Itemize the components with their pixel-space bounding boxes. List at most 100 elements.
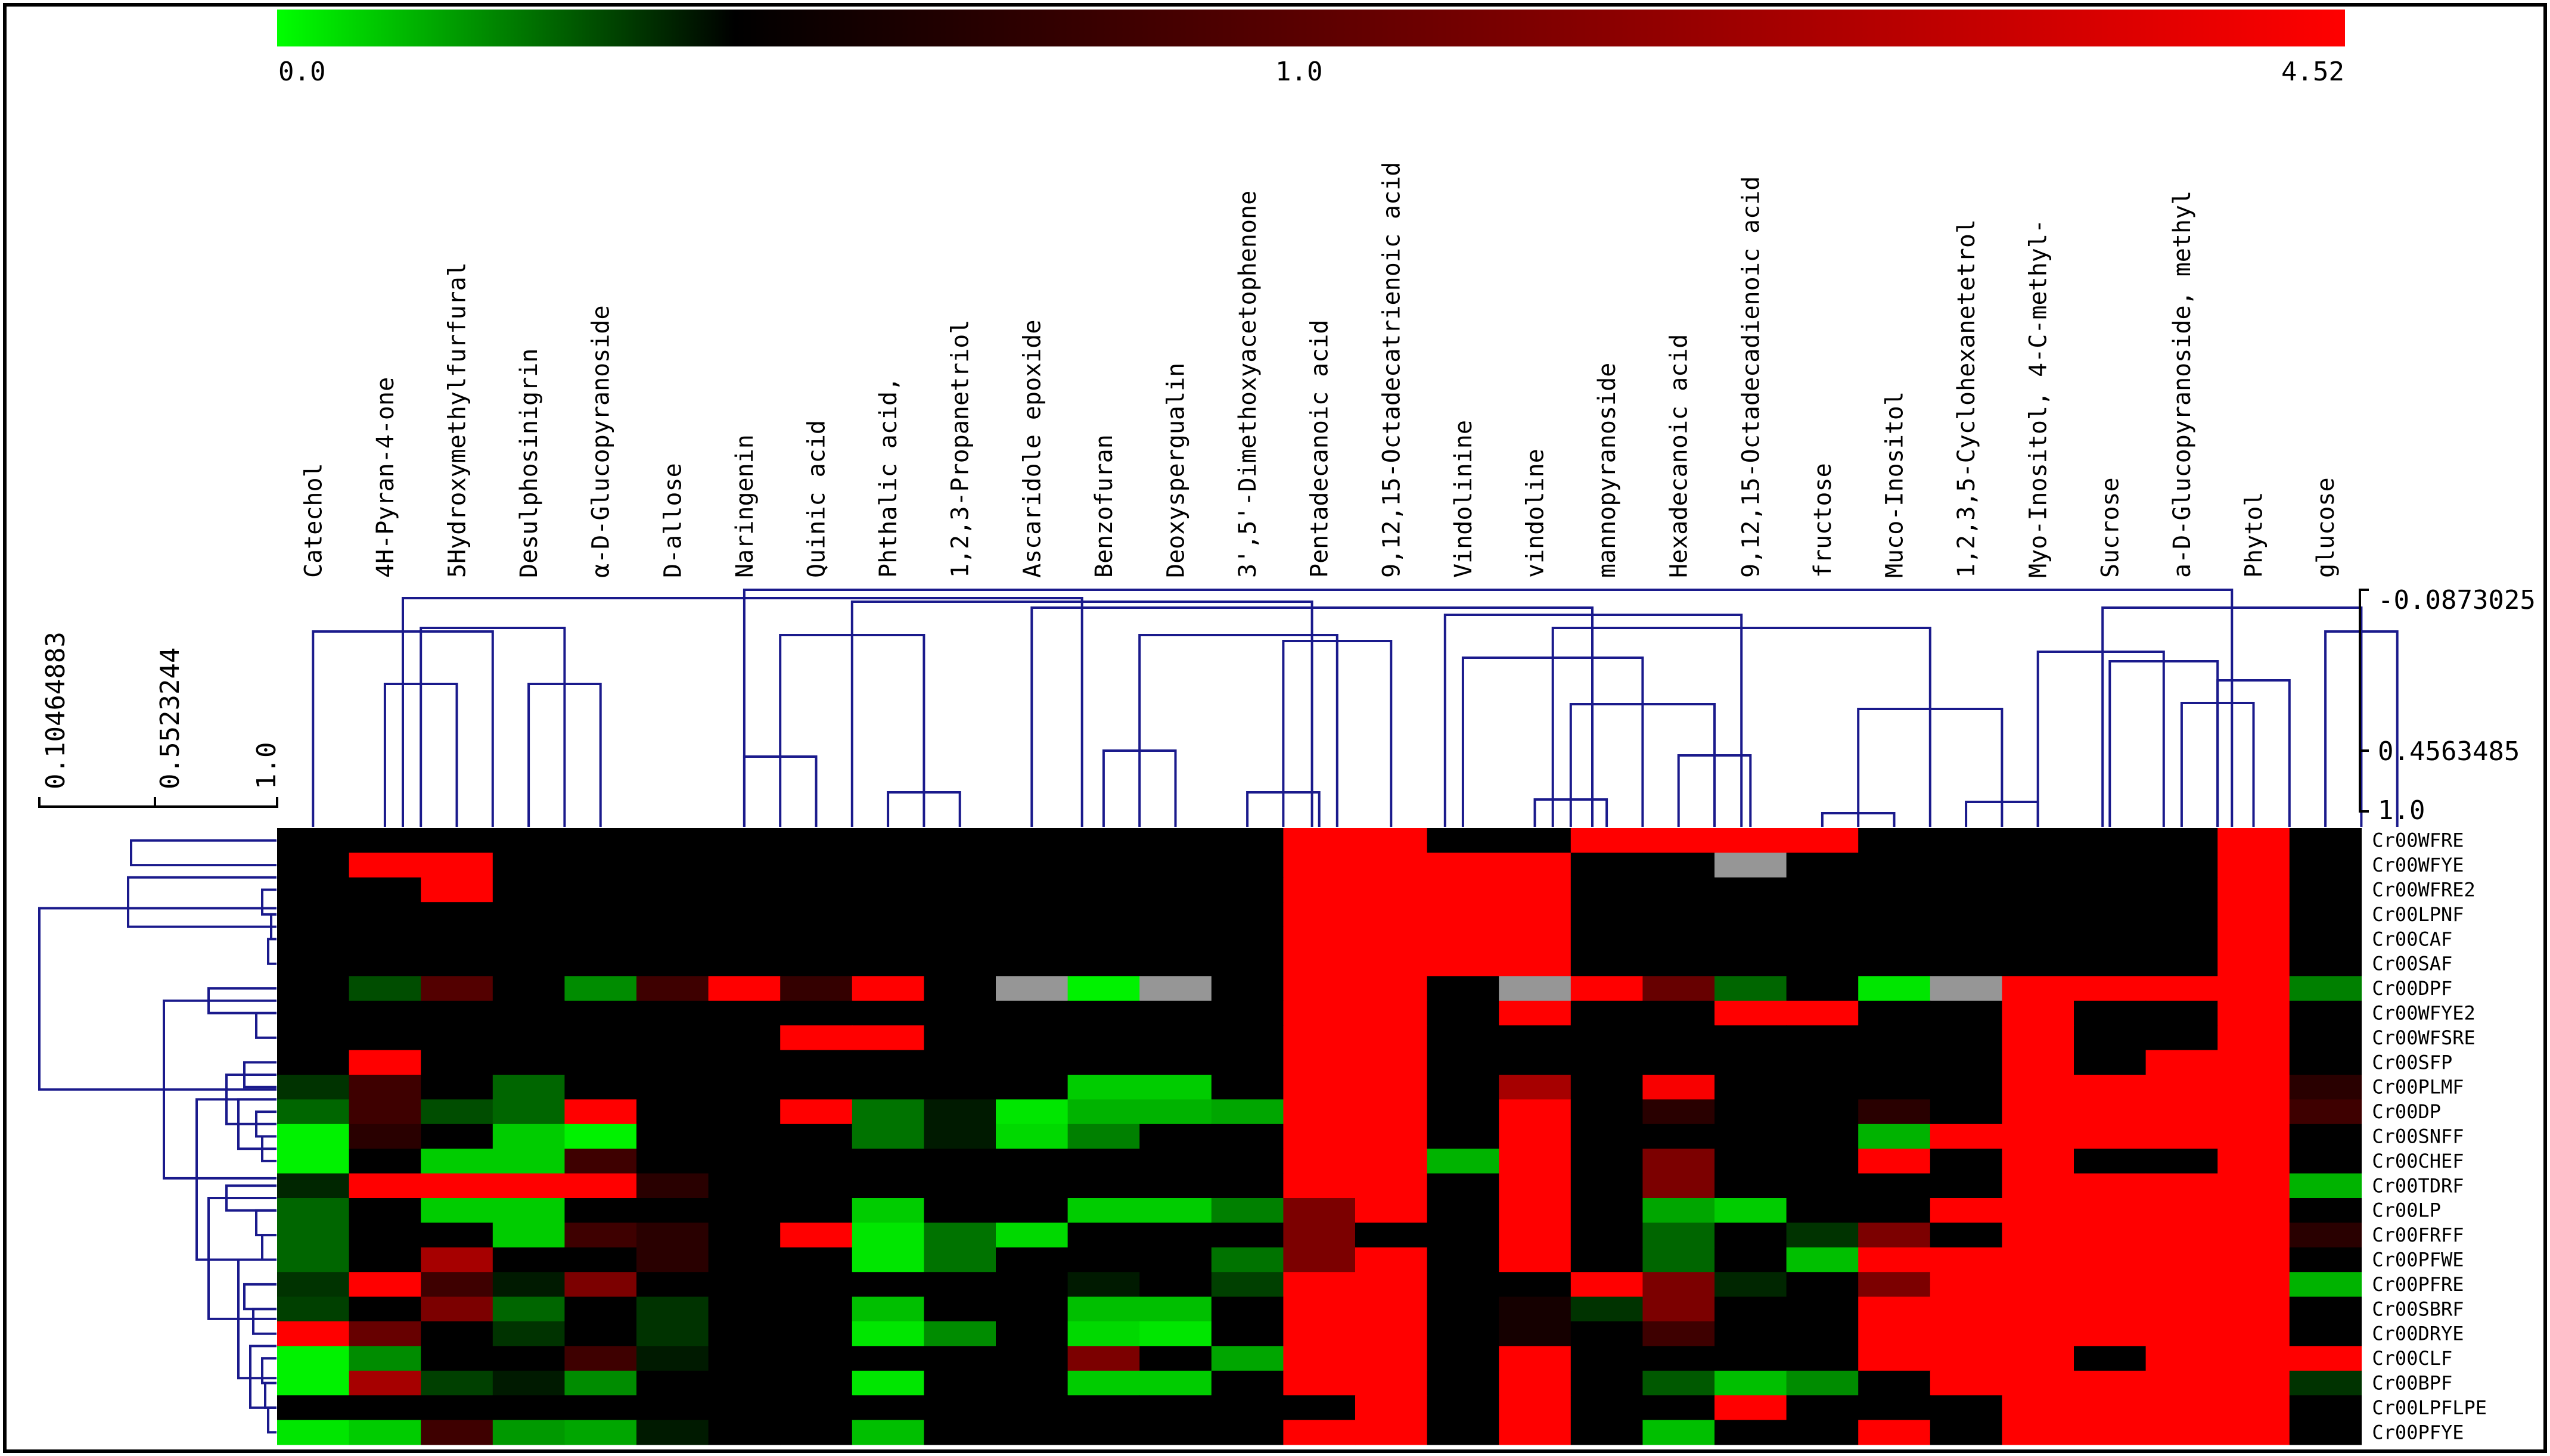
heatmap-cell: [277, 1321, 350, 1346]
heatmap-cell: [1355, 1321, 1428, 1346]
row-label: Cr00CHEF: [2372, 1150, 2464, 1172]
heatmap-cell: [924, 1222, 996, 1248]
heatmap-cell: [1570, 828, 1643, 853]
heatmap-cell: [1499, 877, 1571, 903]
heatmap-cell: [2217, 1222, 2290, 1248]
heatmap-cell: [1570, 1050, 1643, 1075]
heatmap-cell: [564, 1149, 637, 1174]
column-label: a-D-Glucopyranoside, methyl: [2169, 191, 2196, 578]
heatmap-cell: [1139, 1296, 1212, 1322]
heatmap-cell: [852, 976, 924, 1001]
heatmap-cell: [1786, 1395, 1859, 1421]
heatmap-cell: [1570, 902, 1643, 928]
heatmap-cell: [1067, 1124, 1140, 1149]
heatmap-cell: [1858, 1149, 1931, 1174]
heatmap-cell: [2289, 853, 2362, 878]
heatmap-cell: [1499, 1321, 1571, 1346]
heatmap-cell: [349, 951, 421, 976]
dendrogram-link: [1138, 634, 1338, 827]
heatmap-cell: [2074, 1025, 2147, 1051]
heatmap-cell: [1786, 877, 1859, 903]
heatmap-cell: [1211, 1395, 1284, 1421]
heatmap-cell: [1858, 951, 1931, 976]
heatmap-cell: [636, 1000, 709, 1026]
heatmap-cell: [1786, 1370, 1859, 1396]
heatmap-cell: [924, 1124, 996, 1149]
row-label: Cr00CAF: [2372, 928, 2452, 950]
heatmap-cell: [2002, 1198, 2074, 1223]
heatmap-cell: [2002, 1395, 2074, 1421]
heatmap-cell: [1642, 1395, 1715, 1421]
heatmap-cell: [996, 1272, 1069, 1298]
heatmap-cell: [636, 1124, 709, 1149]
heatmap-cell: [1570, 1395, 1643, 1421]
heatmap-cell: [2002, 1124, 2074, 1149]
heatmap-cell: [2002, 1247, 2074, 1273]
column-label: Phytol: [2241, 492, 2268, 578]
heatmap-cell: [421, 1346, 493, 1371]
heatmap-cell: [636, 1149, 709, 1174]
heatmap-cell: [1715, 1149, 1787, 1174]
heatmap-cell: [2145, 1370, 2218, 1396]
heatmap-cell: [1499, 1370, 1571, 1396]
heatmap-cell: [349, 902, 421, 928]
dendrogram-link: [207, 1197, 277, 1320]
heatmap-cell: [1139, 853, 1212, 878]
heatmap-cell: [277, 1346, 350, 1371]
heatmap-cell: [708, 951, 781, 976]
heatmap-cell: [2002, 1025, 2074, 1051]
heatmap-cell: [1930, 877, 2002, 903]
heatmap-cell: [1930, 1370, 2002, 1396]
heatmap-cell: [2074, 828, 2147, 853]
heatmap-cell: [1355, 976, 1428, 1001]
heatmap-cell: [780, 1370, 853, 1396]
heatmap-cell: [277, 976, 350, 1001]
heatmap-cell: [1642, 1346, 1715, 1371]
heatmap-cell: [564, 976, 637, 1001]
heatmap-cell: [780, 1075, 853, 1100]
heatmap-cell: [636, 828, 709, 853]
heatmap-cell: [924, 1321, 996, 1346]
heatmap-cell: [996, 1050, 1069, 1075]
heatmap-cell: [2217, 926, 2290, 952]
heatmap-cell: [1427, 1296, 1499, 1322]
heatmap-cell: [2289, 1296, 2362, 1322]
heatmap-cell: [1283, 1370, 1356, 1396]
dendrogram-link: [195, 1098, 277, 1261]
heatmap-cell: [2145, 926, 2218, 952]
heatmap-cell: [2145, 951, 2218, 976]
heatmap-cell: [1067, 1420, 1140, 1445]
column-label: glucose: [2312, 477, 2340, 578]
column-label: 5Hydroxymethylfurfural: [444, 262, 471, 578]
heatmap-cell: [1570, 1222, 1643, 1248]
heatmap-cell: [1499, 1099, 1571, 1125]
heatmap-cell: [1211, 1272, 1284, 1298]
heatmap-cell: [1499, 1000, 1571, 1026]
column-label: α-D-Glucopyranoside: [588, 305, 615, 578]
heatmap-cell: [2074, 877, 2147, 903]
heatmap-cell: [2002, 951, 2074, 976]
heatmap-cell: [564, 853, 637, 878]
heatmap-cell: [1499, 1075, 1571, 1100]
heatmap-cell: [708, 1075, 781, 1100]
heatmap-cell: [2289, 877, 2362, 903]
heatmap-cell: [2002, 1149, 2074, 1174]
heatmap-cell: [1858, 1025, 1931, 1051]
heatmap-cell: [2217, 1370, 2290, 1396]
heatmap-cell: [1499, 976, 1571, 1001]
heatmap-cell: [996, 976, 1069, 1001]
heatmap-cell: [708, 1395, 781, 1421]
heatmap-cell: [1355, 1075, 1428, 1100]
heatmap-cell: [564, 1346, 637, 1371]
heatmap-cell: [1858, 1099, 1931, 1125]
heatmap-cell: [1642, 1222, 1715, 1248]
heatmap-cell: [1139, 951, 1212, 976]
heatmap-cell: [1355, 951, 1428, 976]
heatmap-cell: [277, 1050, 350, 1075]
heatmap-cell: [492, 1321, 565, 1346]
heatmap-cell: [2002, 1000, 2074, 1026]
heatmap-cell: [780, 1272, 853, 1298]
heatmap-cell: [1427, 1025, 1499, 1051]
heatmap-cell: [1642, 853, 1715, 878]
heatmap-cell: [421, 1000, 493, 1026]
